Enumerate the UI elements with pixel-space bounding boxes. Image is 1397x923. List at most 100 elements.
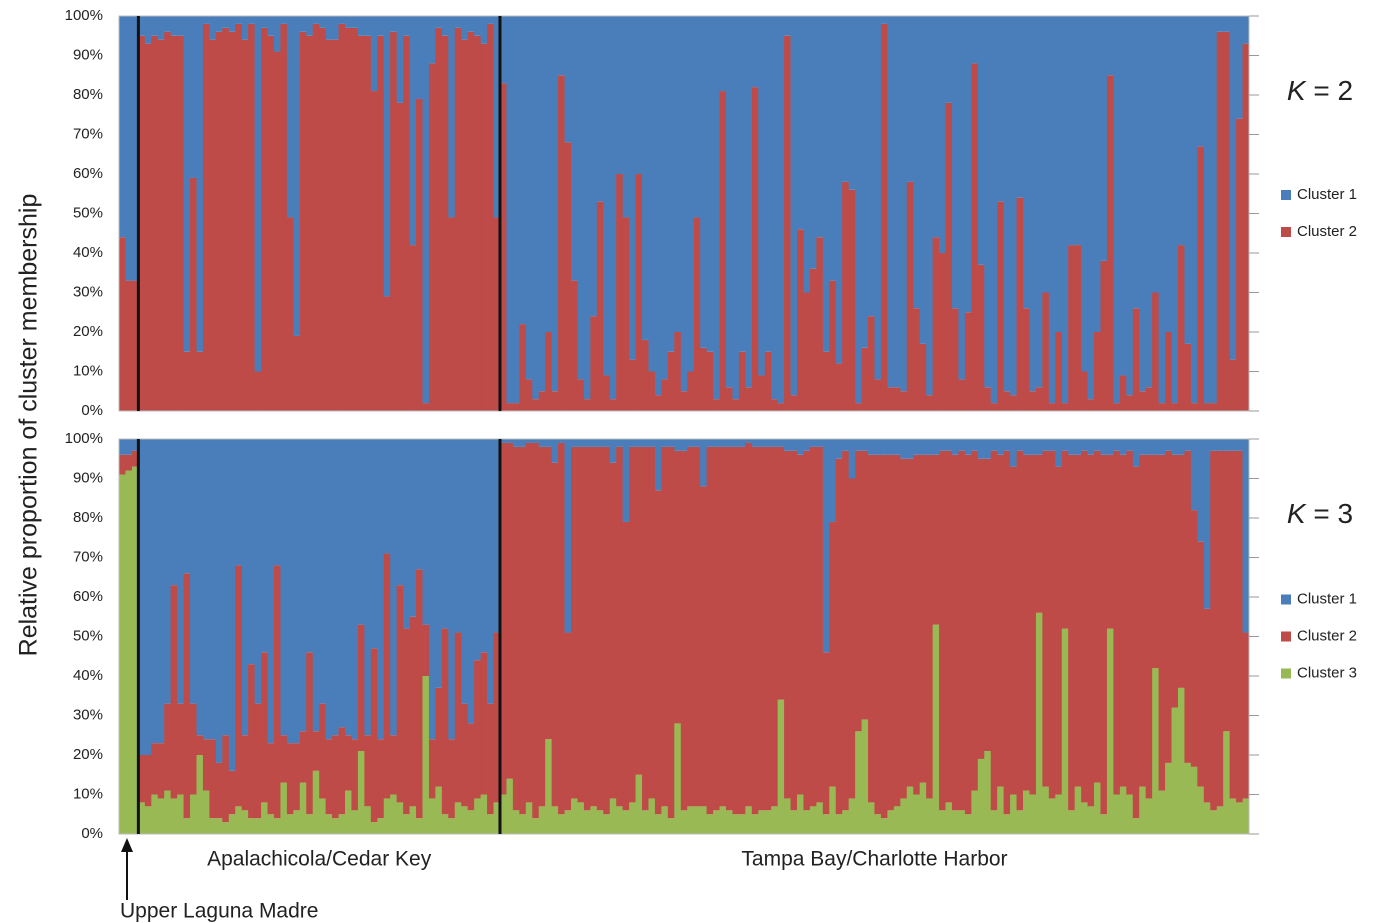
- bar-segment: [1010, 794, 1017, 834]
- bar-segment: [1081, 439, 1088, 451]
- bar-segment: [467, 16, 475, 32]
- bar-segment: [1229, 16, 1237, 360]
- bar-segment: [551, 16, 559, 392]
- bar-segment: [1210, 810, 1218, 834]
- bar-segment: [1029, 16, 1037, 392]
- bar-segment: [1048, 798, 1056, 834]
- y-tick-label: 70%: [73, 125, 103, 142]
- bar-segment: [183, 573, 191, 819]
- bar-segment: [706, 439, 714, 447]
- bar-segment: [448, 739, 456, 819]
- bar-segment: [1203, 403, 1211, 411]
- bar-segment: [603, 814, 611, 834]
- bar-segment: [1010, 395, 1017, 411]
- bar-segment: [1216, 450, 1224, 807]
- bar-segment: [461, 806, 469, 834]
- bar-segment: [1061, 628, 1069, 834]
- bar-segment: [125, 280, 133, 411]
- bar-segment: [345, 735, 352, 791]
- bar-segment: [228, 770, 236, 815]
- bar-segment: [642, 439, 649, 447]
- bar-segment: [202, 790, 210, 834]
- bar-segment: [164, 439, 172, 704]
- bar-segment: [1158, 790, 1166, 834]
- bar-segment: [997, 439, 1005, 455]
- bar-segment: [383, 296, 391, 411]
- bar-segment: [861, 719, 869, 834]
- y-tick-label: 50%: [73, 627, 103, 644]
- bar-segment: [835, 814, 843, 834]
- bar-segment: [512, 439, 520, 447]
- bar-segment: [1184, 762, 1192, 834]
- bar-segment: [829, 521, 837, 787]
- bar-segment: [977, 16, 985, 265]
- bar-segment: [984, 387, 992, 411]
- bar-segment: [1216, 16, 1224, 32]
- bar-segment: [545, 16, 553, 332]
- bar-segment: [848, 478, 856, 799]
- bar-segment: [499, 439, 507, 443]
- bar-segment: [816, 446, 824, 803]
- bar-segment: [667, 351, 675, 411]
- bar-segment: [906, 16, 914, 182]
- bar-segment: [364, 439, 372, 736]
- bar-segment: [900, 798, 908, 834]
- bar-segment: [138, 439, 146, 755]
- bar-segment: [1119, 16, 1127, 376]
- bar-segment: [1035, 16, 1043, 388]
- bar-segment: [157, 16, 165, 40]
- bar-segment: [583, 399, 591, 411]
- bar-segment: [1184, 16, 1192, 344]
- bar-segment: [1023, 454, 1030, 791]
- bar-segment: [893, 16, 901, 388]
- bar-segment: [364, 806, 372, 834]
- bar-segment: [1100, 814, 1108, 834]
- bar-segment: [1029, 439, 1037, 455]
- bar-segment: [590, 806, 598, 834]
- bar-segment: [926, 439, 933, 455]
- bar-segment: [357, 624, 365, 752]
- bar-segment: [835, 439, 843, 459]
- bar-segment: [396, 102, 404, 412]
- bar-segment: [196, 16, 204, 352]
- bar-segment: [738, 16, 746, 352]
- bar-segment: [803, 450, 811, 811]
- bar-segment: [958, 379, 966, 411]
- bar-segment: [758, 439, 766, 447]
- bar-segment: [732, 399, 740, 411]
- bar-segment: [370, 822, 378, 834]
- bar-segment: [261, 802, 268, 834]
- bar-segment: [803, 810, 811, 834]
- bar-segment: [435, 786, 443, 834]
- bar-segment: [919, 454, 927, 783]
- bar-segment: [1016, 450, 1024, 811]
- y-tick-label: 100%: [65, 7, 103, 24]
- bar-segment: [183, 16, 191, 352]
- bar-segment: [887, 454, 895, 811]
- bar-segment: [1035, 454, 1043, 613]
- bar-segment: [700, 16, 707, 348]
- bar-segment: [1068, 810, 1076, 834]
- bar-segment: [951, 454, 959, 811]
- bar-segment: [506, 16, 514, 404]
- bar-segment: [835, 16, 843, 364]
- bar-segment: [390, 439, 398, 736]
- bar-segment: [803, 16, 811, 293]
- bar-segment: [797, 16, 804, 230]
- bar-segment: [1139, 786, 1147, 834]
- bar-segment: [1145, 16, 1153, 388]
- bar-segment: [325, 16, 333, 40]
- bar-segment: [990, 810, 998, 834]
- bar-segment: [1229, 359, 1237, 411]
- bar-segment: [345, 27, 352, 411]
- legend-swatch: [1281, 668, 1291, 679]
- bar-segment: [848, 189, 856, 411]
- bar-segment: [855, 16, 862, 404]
- bar-segment: [1003, 439, 1011, 451]
- bar-segment: [1119, 439, 1127, 455]
- bar-segment: [784, 16, 791, 36]
- bar-segment: [616, 439, 624, 447]
- bar-segment: [1223, 731, 1231, 834]
- bar-segment: [332, 735, 339, 819]
- legend-label: Cluster 1: [1297, 590, 1357, 607]
